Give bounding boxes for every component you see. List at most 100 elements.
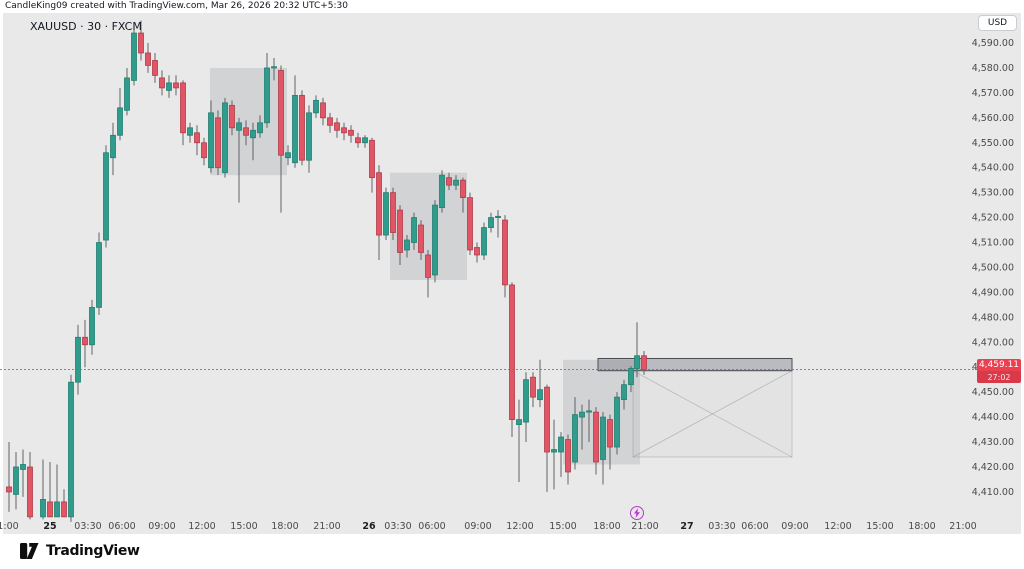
price-axis-label: 4,570.00 — [972, 88, 1014, 99]
time-axis-label: 06:00 — [108, 521, 135, 532]
candle-body — [61, 501, 67, 518]
candle-body — [418, 224, 424, 253]
price-axis-label: 4,530.00 — [972, 188, 1014, 199]
candle-body — [362, 137, 368, 144]
time-axis-label: 21:00 — [313, 521, 340, 532]
candle-body — [390, 192, 396, 233]
time-axis-label: 27 — [680, 521, 693, 532]
time-axis-label: 18:00 — [908, 521, 935, 532]
tradingview-mark-icon — [20, 543, 39, 559]
projection-diagonal — [632, 370, 793, 458]
tradingview-logo[interactable]: TradingView — [20, 543, 140, 559]
symbol-legend[interactable]: XAUUSD · 30 · FXCM — [30, 20, 142, 33]
candle-body — [208, 112, 214, 169]
projection-box — [632, 370, 793, 458]
candle-body — [320, 102, 326, 119]
candle-body — [439, 174, 445, 209]
time-axis-label: 06:00 — [741, 521, 768, 532]
candle-body — [117, 107, 123, 136]
candle-body — [502, 219, 508, 286]
price-axis-label: 4,590.00 — [972, 38, 1014, 49]
time-axis-label: 09:00 — [464, 521, 491, 532]
candle-body — [194, 132, 200, 144]
candle-body — [68, 381, 74, 518]
price-axis-label: 4,510.00 — [972, 238, 1014, 249]
candle-body — [586, 410, 592, 413]
candle-body — [250, 129, 256, 139]
candle-body — [530, 376, 536, 398]
time-axis-label: 06:00 — [418, 521, 445, 532]
candle-body — [145, 52, 151, 66]
candle-body — [103, 152, 109, 241]
currency-button[interactable]: USD — [978, 15, 1017, 31]
candle-body — [327, 117, 333, 126]
time-axis-label: 12:00 — [506, 521, 533, 532]
candle-body — [187, 127, 193, 136]
candle-body — [82, 336, 88, 346]
time-axis-label: 03:30 — [74, 521, 101, 532]
chart-background — [3, 13, 1021, 534]
time-axis-label: 26 — [362, 521, 376, 532]
candle-body — [453, 179, 459, 186]
candle-body — [124, 77, 130, 111]
candle-body — [634, 355, 640, 369]
projection-diagonal — [632, 370, 793, 458]
last-price-value: 4,459.11 — [977, 359, 1021, 371]
candle-body — [215, 117, 221, 169]
price-axis-label: 4,560.00 — [972, 113, 1014, 124]
time-axis-label: 15:00 — [230, 521, 257, 532]
candle-body — [40, 499, 46, 518]
candle-body — [138, 32, 144, 54]
candle-body — [446, 177, 452, 186]
candle-body — [558, 436, 564, 453]
candle-body — [600, 416, 606, 460]
candle-body — [621, 384, 627, 401]
candle-body — [516, 419, 522, 425]
candle-body — [474, 247, 480, 256]
candle-body — [537, 389, 543, 401]
candle-countdown: 27:02 — [977, 371, 1021, 383]
price-axis-label: 4,520.00 — [972, 213, 1014, 224]
candle-body — [334, 122, 340, 131]
candle-body — [201, 142, 207, 159]
supply-zone — [597, 357, 793, 372]
candle-body — [551, 449, 557, 453]
candle-body — [397, 209, 403, 253]
candle-body — [152, 60, 158, 76]
candle-body — [6, 486, 12, 493]
time-axis-label: 12:00 — [188, 521, 215, 532]
time-axis-label: 09:00 — [781, 521, 808, 532]
candle-body — [411, 217, 417, 243]
candle-body — [467, 197, 473, 251]
time-axis-label: 15:00 — [866, 521, 893, 532]
time-axis-label: 09:00 — [148, 521, 175, 532]
candle-body — [579, 411, 585, 418]
candle-body — [271, 66, 277, 69]
candle-body — [369, 139, 375, 179]
candle-body — [460, 179, 466, 199]
time-axis-label: 18:00 — [271, 521, 298, 532]
candle-body — [96, 242, 102, 308]
candle-body — [544, 386, 550, 453]
time-axis-label: 21:00 — [631, 521, 658, 532]
candle-body — [509, 284, 515, 420]
time-axis-label: 1:00 — [0, 521, 19, 532]
candle-body — [572, 414, 578, 463]
price-axis-label: 4,470.00 — [972, 337, 1014, 348]
price-axis-label: 4,500.00 — [972, 262, 1014, 273]
last-price-badge: 4,459.11 27:02 — [977, 359, 1021, 383]
candle-body — [257, 122, 263, 134]
candle-body — [131, 32, 137, 81]
price-axis-label: 4,490.00 — [972, 287, 1014, 298]
candle-body — [180, 82, 186, 134]
candle-body — [614, 396, 620, 448]
flash-event-icon[interactable] — [630, 506, 644, 520]
candle-body — [278, 70, 284, 156]
candle-body — [565, 439, 571, 473]
candle-body — [341, 127, 347, 134]
candle-body — [47, 501, 53, 518]
candle-body — [593, 411, 599, 463]
candle-body — [376, 172, 382, 236]
